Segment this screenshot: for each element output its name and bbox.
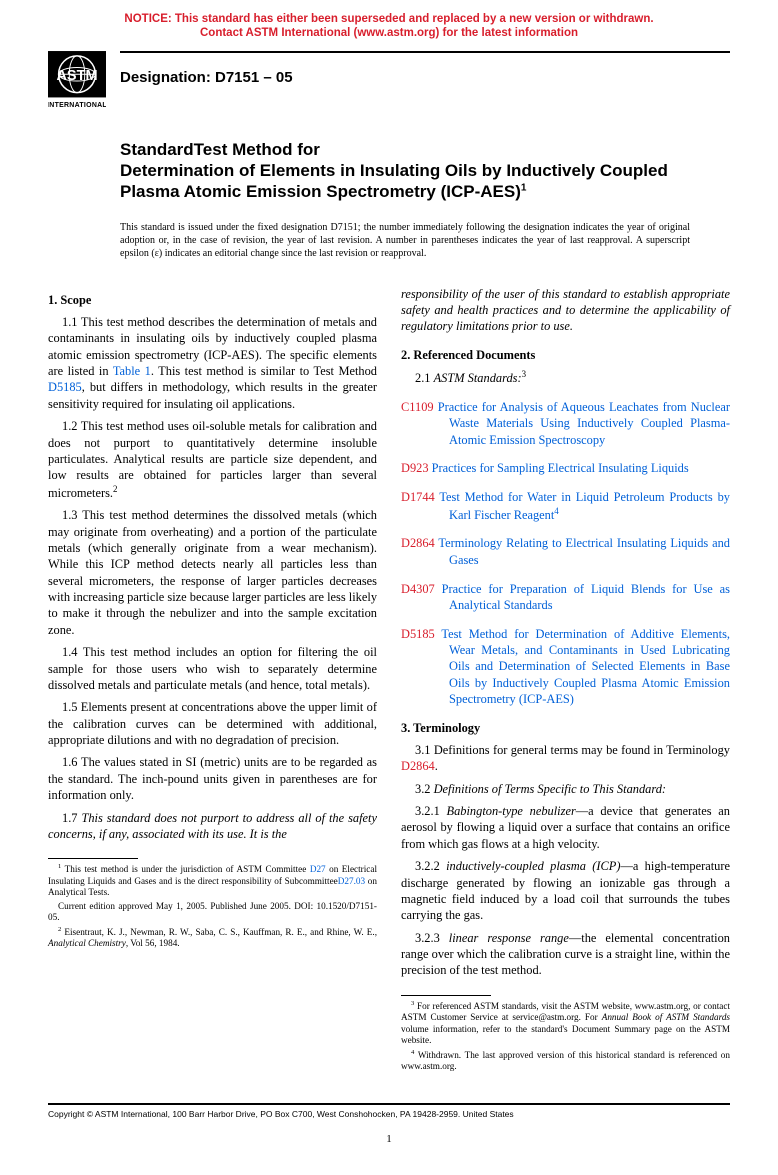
footnote-1b: Current edition approved May 1, 2005. Pu… [48, 901, 377, 924]
reference-code[interactable]: C1109 [401, 400, 434, 414]
designation-text: Designation: D7151 – 05 [120, 69, 293, 86]
table-1-link[interactable]: Table 1 [113, 364, 151, 378]
footnote-rule-right [401, 995, 491, 996]
body-columns: 1. Scope 1.1 This test method describes … [48, 286, 730, 1075]
para-3-2-2: 3.2.2 inductively-coupled plasma (ICP)—a… [401, 858, 730, 924]
copyright-text: Copyright © ASTM International, 100 Barr… [48, 1109, 514, 1119]
title-block: StandardTest Method for Determination of… [120, 139, 710, 203]
notice-banner: NOTICE: This standard has either been su… [48, 12, 730, 41]
page-number: 1 [48, 1133, 730, 1145]
designation: Designation: D7151 – 05 [120, 51, 730, 86]
title-superscript: 1 [521, 183, 527, 194]
notice-line1: NOTICE: This standard has either been su… [124, 13, 653, 25]
header-row: ASTM INTERNATIONAL Designation: D7151 – … [48, 51, 730, 111]
para-1-2: 1.2 This test method uses oil-soluble me… [48, 418, 377, 501]
reference-title[interactable]: Practices for Sampling Electrical Insula… [429, 461, 689, 475]
reference-title[interactable]: Terminology Relating to Electrical Insul… [435, 536, 730, 566]
reference-title[interactable]: Test Method for Water in Liquid Petroleu… [435, 490, 730, 522]
footnote-rule-left [48, 858, 138, 859]
title-line2: Determination of Elements in Insulating … [120, 161, 668, 201]
right-column: responsibility of the user of this stand… [401, 286, 730, 1075]
reference-item: D1744 Test Method for Water in Liquid Pe… [401, 489, 730, 523]
para-1-7: 1.7 This standard does not purport to ad… [48, 810, 377, 843]
reference-title[interactable]: Practice for Preparation of Liquid Blend… [435, 582, 730, 612]
footer: Copyright © ASTM International, 100 Barr… [48, 1103, 730, 1119]
scope-heading: 1. Scope [48, 292, 377, 308]
reference-title[interactable]: Test Method for Determination of Additiv… [435, 627, 730, 707]
reference-item: D923 Practices for Sampling Electrical I… [401, 460, 730, 476]
reference-title[interactable]: Practice for Analysis of Aqueous Leachat… [434, 400, 730, 447]
astm-logo: ASTM INTERNATIONAL [48, 51, 106, 111]
d27-link[interactable]: D27 [310, 864, 326, 874]
para-1-5: 1.5 Elements present at concentrations a… [48, 699, 377, 748]
para-3-1: 3.1 Definitions for general terms may be… [401, 742, 730, 775]
reference-code[interactable]: D4307 [401, 582, 435, 596]
d27-03-link[interactable]: D27.03 [338, 876, 365, 886]
terminology-heading: 3. Terminology [401, 720, 730, 736]
para-1-1: 1.1 This test method describes the deter… [48, 314, 377, 412]
svg-text:ASTM: ASTM [56, 68, 97, 84]
para-1-3: 1.3 This test method determines the diss… [48, 507, 377, 638]
title-line1: StandardTest Method for [120, 140, 320, 159]
reference-item: D4307 Practice for Preparation of Liquid… [401, 581, 730, 614]
para-3-2-1: 3.2.1 Babington-type nebulizer—a device … [401, 803, 730, 852]
reference-item: D2864 Terminology Relating to Electrical… [401, 535, 730, 568]
para-1-4: 1.4 This test method includes an option … [48, 644, 377, 693]
para-3-2: 3.2 Definitions of Terms Specific to Thi… [401, 781, 730, 797]
astm-standards-label: 2.1 ASTM Standards:3 [401, 369, 730, 387]
issued-note: This standard is issued under the fixed … [120, 221, 690, 260]
reference-sup: 4 [554, 506, 558, 516]
svg-text:INTERNATIONAL: INTERNATIONAL [48, 102, 106, 109]
reference-code[interactable]: D923 [401, 461, 429, 475]
footnote-2: 2 Eisentraut, K. J., Newman, R. W., Saba… [48, 926, 377, 950]
reference-item: C1109 Practice for Analysis of Aqueous L… [401, 399, 730, 448]
footnote-3: 3 For referenced ASTM standards, visit t… [401, 1000, 730, 1047]
footnote-4: 4 Withdrawn. The last approved version o… [401, 1049, 730, 1073]
fn2-ref: 2 [113, 484, 117, 494]
reference-code[interactable]: D1744 [401, 490, 435, 504]
notice-line2: Contact ASTM International (www.astm.org… [200, 27, 578, 39]
references-list: C1109 Practice for Analysis of Aqueous L… [401, 399, 730, 708]
reference-item: D5185 Test Method for Determination of A… [401, 626, 730, 708]
d2864-link[interactable]: D2864 [401, 759, 435, 773]
reference-code[interactable]: D5185 [401, 627, 435, 641]
left-column: 1. Scope 1.1 This test method describes … [48, 286, 377, 1075]
para-3-2-3: 3.2.3 linear response range—the elementa… [401, 930, 730, 979]
document-title: StandardTest Method for Determination of… [120, 139, 710, 203]
para-1-6: 1.6 The values stated in SI (metric) uni… [48, 754, 377, 803]
reference-code[interactable]: D2864 [401, 536, 435, 550]
fn3-ref: 3 [522, 369, 526, 379]
footnote-1: 1 This test method is under the jurisdic… [48, 863, 377, 899]
referenced-docs-heading: 2. Referenced Documents [401, 347, 730, 363]
d5185-link[interactable]: D5185 [48, 380, 82, 394]
para-1-7-cont: responsibility of the user of this stand… [401, 286, 730, 335]
